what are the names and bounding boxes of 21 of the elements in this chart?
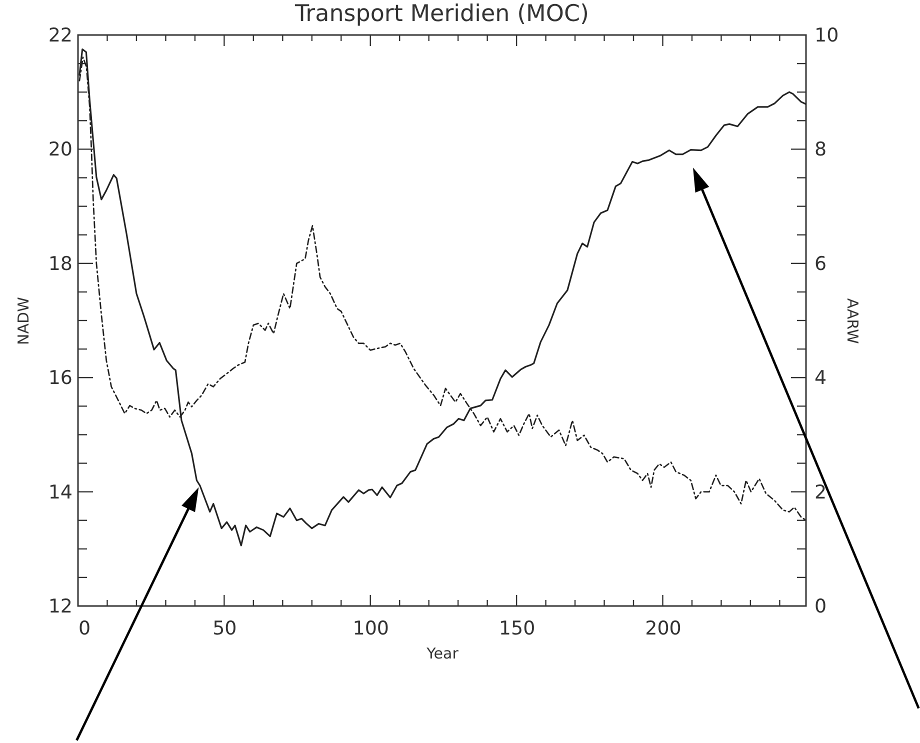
y-tick-label: 16 [48,367,72,390]
y-tick-label: 12 [48,596,72,618]
x-tick-label: 50 [212,618,237,640]
x-axis-title: Year [426,644,460,662]
y2-tick-label: 10 [814,24,839,46]
x-tick-label: 150 [498,618,536,640]
y2-tick-label: 6 [814,252,827,275]
y-tick-label: 22 [48,24,72,46]
x-tick-label: 200 [645,618,682,640]
y-axis-title: NADW [14,296,32,345]
y-tick-label: 18 [48,252,72,275]
y2-tick-label: 8 [814,138,827,161]
y-tick-label: 20 [48,138,72,161]
x-tick-label: 100 [352,618,389,640]
y2-tick-label: 0 [814,596,827,618]
y2-tick-label: 4 [814,367,827,390]
y2-axis-title: AARW [844,298,862,344]
x-tick-label: 0 [78,618,91,640]
y2-tick-label: 2 [814,481,827,504]
y-tick-label: 14 [48,481,72,504]
chart-title: Transport Meridien (MOC) [294,1,590,27]
